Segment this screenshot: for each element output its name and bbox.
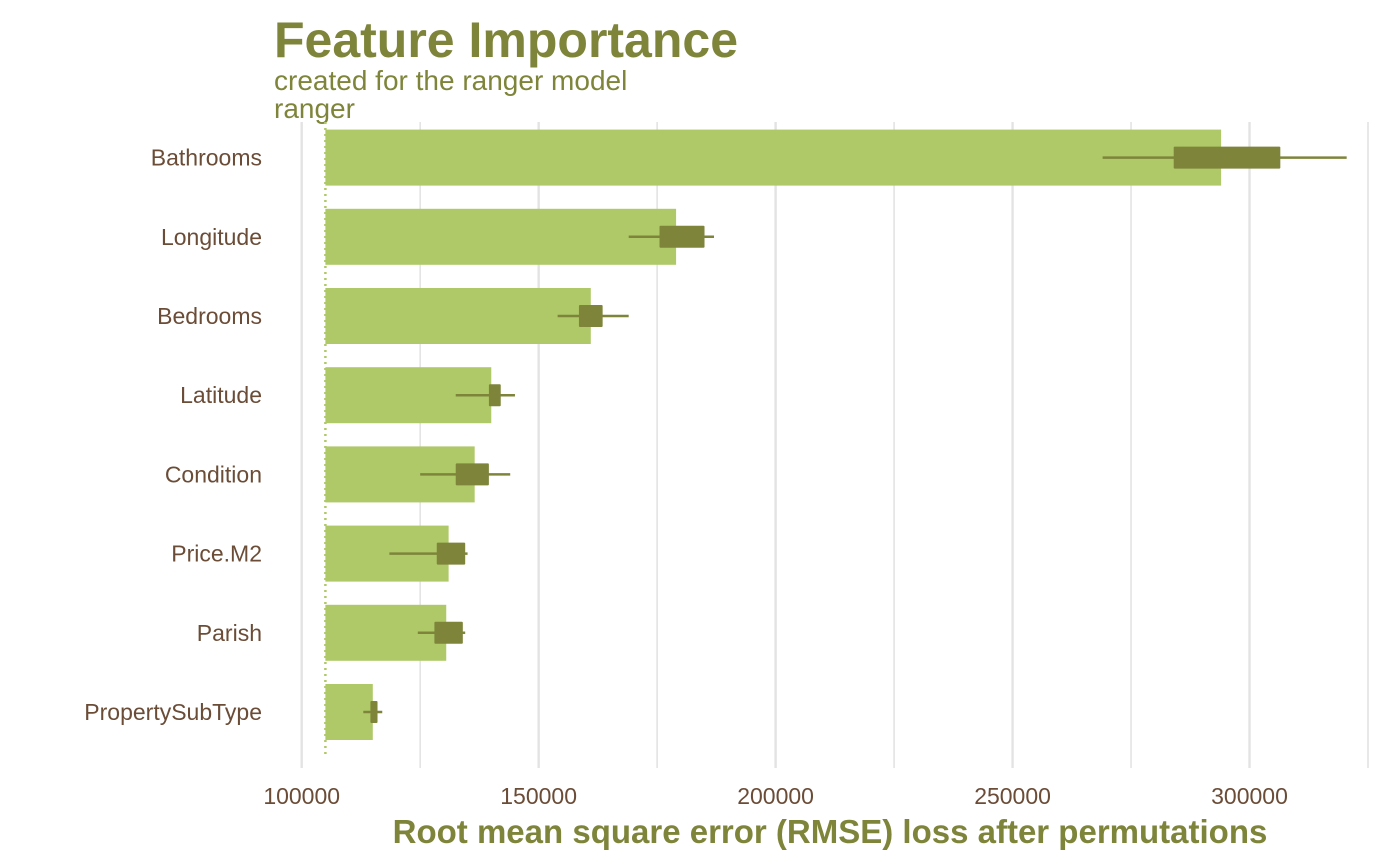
x-tick-labels: 100000 150000 200000 250000 300000 <box>263 783 1288 809</box>
chart-subtitle-line-1: created for the ranger model <box>274 65 627 96</box>
boxplot-box <box>578 305 603 327</box>
x-tick-label: 150000 <box>500 783 577 809</box>
y-tick-labels: Bathrooms Longitude Bedrooms Latitude Condit… <box>84 145 262 725</box>
bar-bedrooms <box>325 288 591 344</box>
y-tick-label: PropertySubType <box>84 699 262 725</box>
y-tick-label: Condition <box>165 461 262 487</box>
y-tick-label: Bedrooms <box>157 303 262 329</box>
x-tick-label: 200000 <box>737 783 814 809</box>
x-axis-label: Root mean square error (RMSE) loss after… <box>393 813 1268 850</box>
bar-longitude <box>325 208 677 265</box>
bars-group <box>325 129 1222 740</box>
y-tick-label: Bathrooms <box>151 145 262 171</box>
boxplot-box <box>436 542 466 565</box>
boxplot-box <box>488 384 501 407</box>
y-tick-label: Latitude <box>180 382 262 408</box>
y-tick-label: Longitude <box>161 224 262 250</box>
boxplot-box <box>370 701 378 723</box>
x-tick-label: 250000 <box>974 783 1051 809</box>
boxplot-box <box>455 463 489 486</box>
chart-title: Feature Importance <box>274 12 738 68</box>
boxplot-box <box>1173 146 1281 169</box>
boxplots-group <box>363 146 1347 723</box>
boxplot-box <box>434 621 463 644</box>
bar-bathrooms <box>325 129 1222 186</box>
x-tick-label: 100000 <box>263 783 340 809</box>
y-tick-label: Parish <box>197 620 262 646</box>
y-tick-label: Price.M2 <box>171 541 262 567</box>
chart-subtitle-line-2: ranger <box>274 93 355 124</box>
x-tick-label: 300000 <box>1211 783 1288 809</box>
boxplot-box <box>659 225 705 248</box>
